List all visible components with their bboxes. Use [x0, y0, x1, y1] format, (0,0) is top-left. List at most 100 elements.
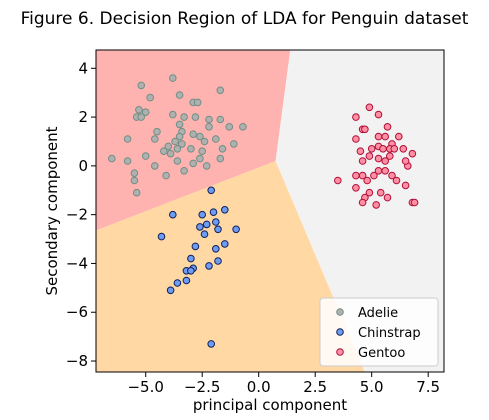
point-adelie	[202, 162, 211, 170]
point-gentoo	[374, 154, 383, 163]
y-tick-label: −4	[66, 254, 88, 272]
point-adelie	[198, 147, 206, 155]
point-gentoo	[358, 198, 367, 207]
point-chinstrap	[207, 340, 215, 348]
legend: Adelie Chinstrap Gentoo	[319, 297, 439, 367]
point-adelie	[200, 137, 209, 146]
point-chinstrap	[196, 223, 204, 231]
point-adelie	[230, 140, 238, 148]
region-adelie	[96, 50, 291, 231]
point-gentoo	[374, 110, 383, 119]
point-chinstrap	[173, 279, 182, 287]
point-adelie	[135, 106, 143, 114]
x-tick-label: 0.0	[247, 378, 271, 396]
point-adelie	[196, 154, 204, 163]
point-gentoo	[386, 152, 394, 160]
point-chinstrap	[182, 276, 191, 285]
y-tick-label: 4	[78, 59, 88, 77]
point-adelie	[151, 135, 159, 143]
point-chinstrap	[191, 242, 200, 251]
point-chinstrap	[212, 218, 220, 226]
legend-marker-gentoo	[336, 348, 344, 356]
point-adelie	[175, 120, 184, 129]
x-axis-label: principal component	[193, 396, 347, 414]
point-chinstrap	[200, 230, 209, 238]
point-adelie	[173, 145, 182, 153]
point-adelie	[160, 147, 168, 155]
point-adelie	[169, 110, 177, 119]
point-chinstrap	[166, 286, 175, 295]
point-adelie	[137, 81, 145, 90]
point-gentoo	[352, 113, 360, 121]
point-gentoo	[374, 132, 383, 141]
point-adelie	[216, 154, 225, 163]
point-adelie	[151, 162, 159, 170]
point-gentoo	[381, 167, 390, 175]
y-tick-label: 0	[78, 157, 88, 175]
point-chinstrap	[207, 186, 215, 195]
point-adelie	[225, 123, 234, 131]
point-gentoo	[367, 145, 376, 153]
point-adelie	[218, 145, 227, 153]
point-adelie	[196, 132, 204, 141]
point-adelie	[130, 176, 139, 185]
x-tick-label: 5.0	[360, 378, 384, 396]
point-chinstrap	[212, 245, 220, 253]
point-chinstrap	[169, 210, 177, 219]
point-adelie	[153, 127, 161, 136]
point-gentoo	[365, 103, 374, 112]
legend-label-gentoo: Gentoo	[358, 346, 405, 361]
point-adelie	[137, 113, 145, 121]
point-chinstrap	[187, 254, 195, 263]
point-adelie	[146, 93, 154, 102]
point-gentoo	[410, 198, 419, 207]
point-gentoo	[352, 171, 360, 180]
point-gentoo	[376, 188, 385, 197]
data-points	[108, 74, 419, 348]
point-chinstrap	[232, 225, 240, 234]
point-gentoo	[372, 201, 381, 209]
point-gentoo	[356, 147, 365, 155]
point-gentoo	[395, 132, 403, 141]
point-adelie	[123, 135, 132, 143]
chart-title: Figure 6. Decision Region of LDA for Pen…	[21, 9, 469, 29]
region-chinstrap	[96, 161, 365, 372]
legend-marker-adelie	[336, 308, 344, 316]
point-gentoo	[381, 132, 390, 141]
point-adelie	[191, 113, 200, 121]
point-gentoo	[392, 176, 401, 185]
point-adelie	[108, 154, 116, 163]
x-tick-label: 2.5	[303, 378, 327, 396]
region-gentoo	[275, 50, 444, 372]
point-gentoo	[383, 123, 392, 131]
point-chinstrap	[205, 262, 213, 270]
point-adelie	[169, 74, 177, 82]
point-gentoo	[390, 145, 399, 153]
point-chinstrap	[209, 208, 218, 216]
point-adelie	[132, 188, 141, 197]
point-adelie	[171, 137, 179, 146]
y-tick-label: −6	[66, 303, 88, 321]
plot-frame	[95, 49, 445, 373]
point-adelie	[162, 171, 170, 180]
point-gentoo	[381, 157, 390, 165]
point-adelie	[180, 167, 188, 175]
point-adelie	[216, 115, 225, 124]
point-gentoo	[379, 145, 387, 153]
point-gentoo	[334, 176, 342, 185]
point-adelie	[173, 157, 182, 165]
x-tick-label: 7.5	[416, 378, 440, 396]
legend-marker-chinstrap	[336, 328, 344, 336]
point-adelie	[123, 157, 132, 165]
point-adelie	[175, 132, 184, 141]
decision-regions	[96, 50, 444, 372]
point-gentoo	[358, 157, 367, 165]
point-gentoo	[365, 188, 374, 197]
point-adelie	[212, 135, 220, 143]
y-tick-label: −2	[66, 206, 88, 224]
point-chinstrap	[157, 232, 166, 241]
x-tick-label: −2.5	[184, 378, 220, 396]
point-adelie	[141, 152, 150, 160]
point-adelie	[239, 123, 247, 131]
point-adelie	[193, 98, 202, 107]
